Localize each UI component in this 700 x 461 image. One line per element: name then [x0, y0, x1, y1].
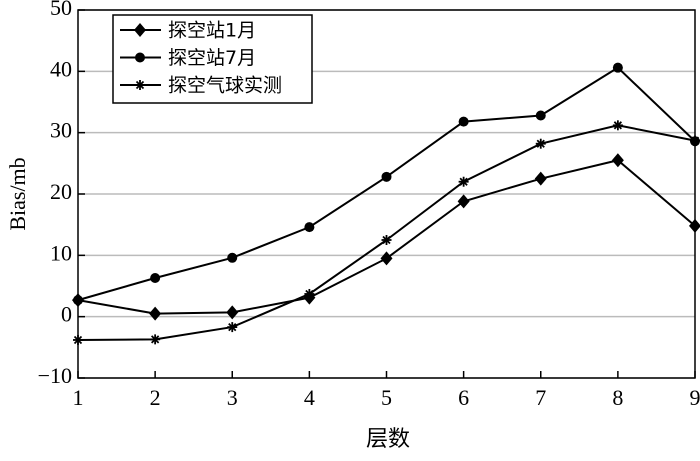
- marker-shape: [135, 52, 145, 63]
- marker-shape: [535, 110, 546, 121]
- marker-shape: [134, 23, 146, 37]
- marker: [73, 334, 83, 345]
- marker-shape: [73, 295, 83, 306]
- marker-shape: [73, 335, 83, 345]
- marker: [535, 110, 546, 121]
- marker-shape: [228, 322, 237, 332]
- x-tick-label: 9: [690, 385, 700, 410]
- marker: [612, 120, 623, 131]
- marker-shape: [534, 171, 547, 186]
- marker-shape: [536, 139, 545, 148]
- y-axis-label: Bias/mb: [5, 157, 30, 230]
- y-tick-label: −10: [38, 363, 72, 388]
- marker-shape: [135, 80, 145, 90]
- marker-shape: [457, 194, 470, 209]
- y-tick-label: 40: [50, 56, 72, 81]
- marker-shape: [458, 116, 469, 127]
- marker-shape: [305, 289, 314, 299]
- marker-shape: [149, 306, 162, 321]
- marker: [458, 176, 469, 187]
- x-tick-label: 7: [535, 385, 546, 410]
- marker: [457, 194, 470, 209]
- marker-shape: [611, 153, 624, 168]
- marker: [304, 288, 315, 299]
- marker: [134, 23, 146, 37]
- marker-shape: [380, 251, 393, 266]
- marker: [149, 306, 162, 321]
- marker: [534, 171, 547, 186]
- marker: [381, 235, 392, 245]
- y-tick-label: 30: [50, 118, 72, 143]
- marker-shape: [382, 235, 391, 245]
- marker: [535, 138, 546, 149]
- marker-shape: [304, 222, 315, 233]
- x-tick-label: 2: [150, 385, 161, 410]
- y-tick-label: 0: [61, 302, 72, 327]
- marker-shape: [381, 171, 392, 182]
- marker: [611, 153, 624, 168]
- x-tick-label: 4: [304, 385, 315, 410]
- marker: [381, 171, 392, 182]
- marker-shape: [226, 305, 239, 320]
- marker: [226, 305, 239, 320]
- marker: [150, 334, 161, 345]
- marker-shape: [150, 273, 161, 284]
- plot-frame: [77, 9, 696, 379]
- marker-shape: [689, 218, 700, 233]
- marker: [73, 295, 83, 306]
- marker: [304, 222, 315, 233]
- marker-shape: [612, 62, 623, 73]
- marker: [612, 62, 623, 73]
- x-tick-label: 8: [612, 385, 623, 410]
- marker: [135, 80, 145, 90]
- series-line: [77, 124, 696, 341]
- legend-label: 探空站7月: [168, 47, 256, 69]
- marker: [690, 135, 700, 146]
- x-tick-label: 3: [227, 385, 238, 410]
- marker-shape: [459, 177, 468, 186]
- marker: [380, 251, 393, 266]
- marker: [458, 116, 469, 127]
- marker: [227, 322, 238, 333]
- marker: [135, 52, 145, 63]
- marker-shape: [613, 121, 623, 130]
- marker: [150, 273, 161, 284]
- marker-shape: [227, 252, 238, 263]
- marker: [227, 252, 238, 263]
- y-tick-label: 10: [50, 240, 72, 265]
- x-tick-label: 6: [458, 385, 469, 410]
- y-tick-label: 50: [50, 0, 72, 20]
- legend-label: 探空站1月: [168, 20, 256, 42]
- y-tick-label: 20: [50, 179, 72, 204]
- marker-shape: [150, 335, 160, 344]
- marker-shape: [690, 136, 700, 145]
- marker: [689, 218, 700, 233]
- x-axis-label: 层数: [366, 427, 410, 452]
- x-tick-label: 5: [381, 385, 392, 410]
- x-tick-label: 1: [73, 385, 84, 410]
- legend-label: 探空气球实测: [168, 75, 282, 97]
